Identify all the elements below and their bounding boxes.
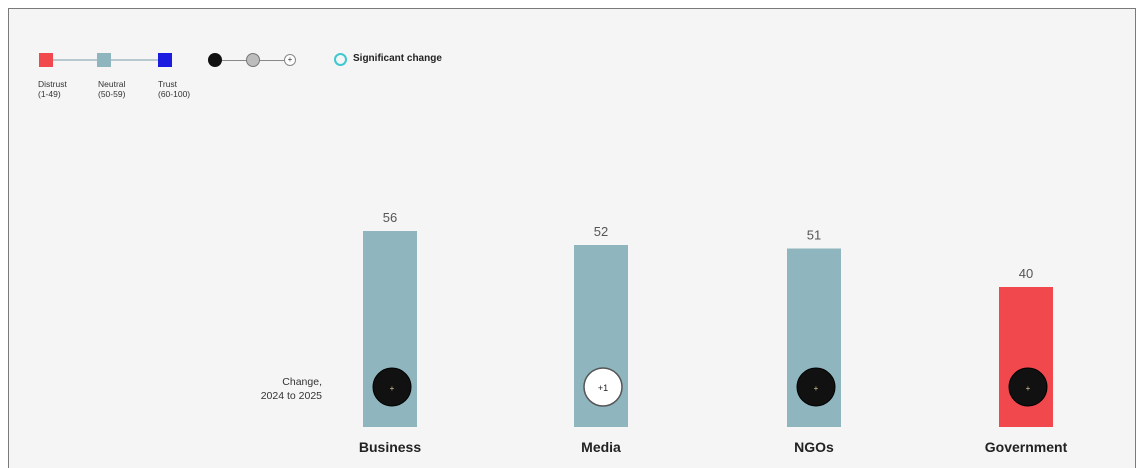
- change-marker-business: [372, 367, 412, 407]
- legend-plus-dot: +: [284, 54, 296, 66]
- legend-distrust-swatch: [39, 53, 53, 67]
- legend-neutral-swatch: [97, 53, 111, 67]
- value-label-ngos: 51: [807, 228, 821, 243]
- significant-change-icon: [334, 53, 347, 66]
- legend-distrust-label: Distrust (1-49): [38, 79, 67, 99]
- category-label-government: Government: [985, 439, 1068, 455]
- change-marker-text-business: +: [390, 384, 395, 393]
- chart-frame: [8, 8, 1136, 468]
- legend-trust-swatch: [158, 53, 172, 67]
- category-label-ngos: NGOs: [794, 439, 834, 455]
- category-label-media: Media: [581, 439, 621, 455]
- legend-trust-label: Trust (60-100): [158, 79, 191, 99]
- value-label-business: 56: [383, 210, 397, 225]
- legend-gray-dot: [246, 53, 260, 67]
- value-label-government: 40: [1019, 266, 1033, 281]
- change-axis-label: Change, 2024 to 2025: [260, 376, 322, 402]
- value-label-media: 52: [594, 224, 608, 239]
- change-marker-text-government: +: [1026, 384, 1031, 393]
- legend-plus-text: +: [287, 55, 293, 64]
- change-marker-government: [1008, 367, 1048, 407]
- legend-dark-dot: [208, 53, 222, 67]
- significant-change-label: Significant change: [353, 53, 442, 64]
- change-marker-text-ngos: +: [814, 384, 819, 393]
- change-marker-media: [583, 367, 623, 407]
- category-label-business: Business: [359, 439, 421, 455]
- change-marker-ngos: [796, 367, 836, 407]
- change-marker-text-media: +1: [598, 383, 608, 393]
- legend-neutral-label: Neutral (50-59): [98, 79, 126, 99]
